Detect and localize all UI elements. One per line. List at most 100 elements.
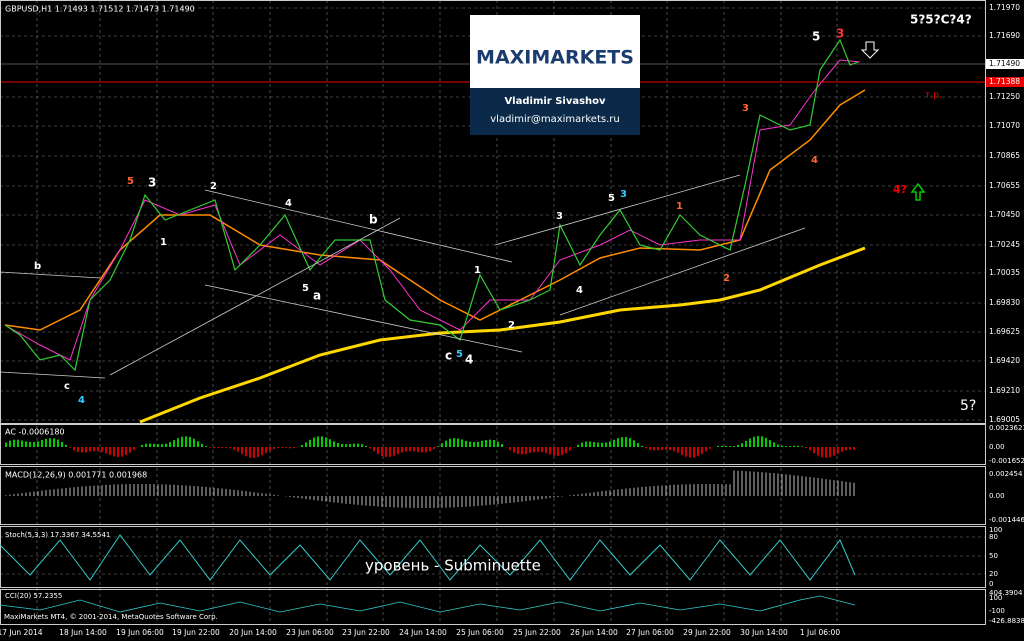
ma-mid	[4, 89, 866, 331]
wave-label: 3	[556, 211, 563, 222]
time-tick-label: 23 Jun 06:00	[286, 628, 334, 637]
macd-panel	[0, 466, 986, 525]
wave-label: 2	[210, 181, 217, 192]
price-tick-label: 1.69625	[989, 327, 1020, 336]
wave-label: 3	[620, 189, 627, 200]
wave-label: 4	[78, 395, 85, 406]
price-tick-label: 1.71388	[989, 77, 1020, 86]
time-tick-label: 30 Jun 14:00	[740, 628, 788, 637]
wave-label: 5	[302, 283, 309, 294]
logo-brand: MAXIMARKETS	[476, 47, 634, 69]
macd-tick-label: 0.00	[989, 492, 1005, 500]
wave-label: 2	[508, 320, 515, 331]
time-tick-label: 24 Jun 14:00	[399, 628, 447, 637]
axes: 1.71970 1.71690 1.71490 1.71388 1.71250 1.710…	[0, 3, 1024, 637]
stoch-tick-label: 50	[989, 552, 998, 560]
time-tick-label: 17 Jun 2014	[0, 628, 43, 637]
stoch-label: Stoch(5,3,3) 17.3367 34.5541	[5, 531, 110, 539]
grid	[0, 0, 985, 625]
wave-label: 5	[127, 176, 134, 187]
cci-line	[0, 595, 856, 613]
arrow-down	[860, 41, 880, 59]
cci-tick-label: 100	[989, 594, 1002, 602]
wave-label: b	[369, 213, 378, 227]
logo-footer	[470, 88, 640, 135]
wave-label: 4	[465, 353, 473, 367]
wave-label: 3	[148, 176, 156, 190]
ac-label: AC -0.0006180	[5, 428, 65, 437]
macd-tick-label: -0.001446	[989, 516, 1024, 524]
ac-tick-label: 0.00	[989, 443, 1005, 451]
price-tick-label: 1.71490	[989, 59, 1020, 68]
wave-label: 2	[723, 273, 730, 284]
price-tick-label: 1.71250	[989, 92, 1020, 101]
time-tick-label: 29 Jun 22:00	[683, 628, 731, 637]
price	[4, 38, 859, 372]
time-tick-label: 19 Jun 22:00	[172, 628, 220, 637]
symbol-header: GBPUSD,H1 1.71493 1.71512 1.71473 1.7149…	[5, 5, 195, 14]
wave-label: 4	[811, 155, 818, 166]
price-tick-label: 1.70450	[989, 210, 1020, 219]
wave-label: 4	[576, 285, 583, 296]
price-tick-label: 1.69830	[989, 298, 1020, 307]
time-tick-label: 25 Jun 06:00	[456, 628, 504, 637]
price-tick-label: 1.69420	[989, 356, 1020, 365]
wave-label: a	[313, 289, 321, 303]
cci-tick-label: 404.3904	[989, 589, 1023, 597]
arrow-up	[910, 182, 926, 201]
price-box	[986, 77, 1024, 87]
price-tick-label: 1.70035	[989, 268, 1020, 277]
macd-label: MACD(12,26,9) 0.001771 0.001968	[5, 471, 147, 480]
ma-slow	[139, 246, 866, 424]
stoch-tick-label: 20	[989, 570, 998, 578]
time-tick-label: 25 Jun 22:00	[513, 628, 561, 637]
price-tick-label: 1.69005	[989, 415, 1020, 424]
indicator-bars	[5, 436, 855, 508]
price-tick-label: 1.70655	[989, 181, 1020, 190]
wave-label: 5	[812, 30, 820, 44]
time-tick-label: 19 Jun 06:00	[116, 628, 164, 637]
wave-label: 4	[285, 198, 292, 209]
price-tick-label: 1.70245	[989, 240, 1020, 249]
wave-label: 5	[456, 349, 463, 360]
level-caption: уровень - Subminuette	[365, 557, 541, 575]
cci-tick-label: -426.8838	[989, 617, 1024, 625]
wave-label: b	[34, 261, 41, 272]
price-tick-label: 1.71690	[989, 31, 1020, 40]
ac-tick-label: 0.0023621	[989, 424, 1024, 432]
macd-tick-label: 0.002454	[989, 470, 1023, 478]
price-tick-label: 1.69210	[989, 386, 1020, 395]
wave-label: c	[64, 381, 70, 392]
footer: MaxiMarkets MT4, © 2001-2014, MetaQuotes…	[4, 613, 218, 621]
stoch-tick-label: 80	[989, 533, 998, 541]
wave-label: c	[445, 349, 452, 363]
time-tick-label: 27 Jun 06:00	[626, 628, 674, 637]
time-tick-label: 23 Jun 22:00	[342, 628, 390, 637]
stoch-line	[0, 534, 856, 581]
wave-label: 5	[608, 193, 615, 204]
price-tick-label: 1.71970	[989, 3, 1020, 12]
main-panel	[0, 0, 986, 424]
stoch-tick-label: 100	[989, 526, 1002, 534]
wave-label: 3	[836, 27, 844, 41]
wave-forecast-up: 4?	[893, 183, 907, 196]
logo-email: vladimir@maximarkets.ru	[490, 114, 619, 125]
wave-forecast-down: 5?	[960, 398, 976, 414]
stoch-tick-label: 0	[989, 580, 993, 588]
channels	[0, 174, 806, 379]
ac-panel	[0, 424, 986, 465]
time-tick-label: 26 Jun 14:00	[570, 628, 618, 637]
target-label: т.р.	[925, 91, 942, 101]
wave-labels: b c 4 5 3 1 2 4 5 a b c 5 4 1 2 3 4 5 3 …	[34, 27, 844, 407]
ac-tick-label: -0.0016529	[989, 457, 1024, 465]
stoch-panel	[0, 526, 986, 588]
wave-label: 1	[676, 201, 683, 212]
ma-fast	[4, 59, 861, 361]
logo-author: Vladimir Sivashov	[504, 96, 606, 107]
time-tick-label: 18 Jun 14:00	[59, 628, 107, 637]
cci-tick-label: -100	[989, 607, 1005, 615]
forecast: 5?5?C?4?	[910, 13, 972, 27]
price-box	[986, 59, 1024, 69]
wave-label: 1	[160, 237, 167, 248]
